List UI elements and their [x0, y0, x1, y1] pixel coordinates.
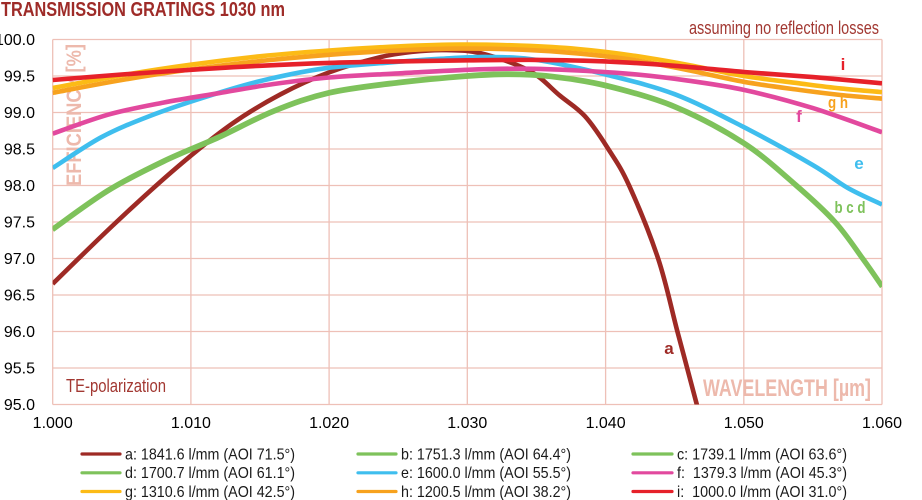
svg-text:TRANSMISSION GRATINGS 1030 nm: TRANSMISSION GRATINGS 1030 nm [1, 0, 285, 21]
svg-text:1.040: 1.040 [586, 415, 626, 432]
svg-text:TE-polarization: TE-polarization [66, 376, 166, 396]
svg-text:c: 1739.1 l/mm (AOI 63.6°): c: 1739.1 l/mm (AOI 63.6°) [677, 446, 847, 463]
svg-text:96.0: 96.0 [4, 324, 35, 341]
svg-text:b c d: b c d [835, 198, 866, 217]
svg-text:99.0: 99.0 [4, 105, 35, 122]
svg-text:95.0: 95.0 [4, 397, 35, 414]
svg-text:98.0: 98.0 [4, 178, 35, 195]
svg-text:1.020: 1.020 [309, 415, 349, 432]
svg-text:100.0: 100.0 [0, 32, 35, 49]
svg-text:d: 1700.7 l/mm (AOI 61.1°): d: 1700.7 l/mm (AOI 61.1°) [125, 465, 295, 482]
svg-text:EFFICIENCY [%]: EFFICIENCY [%] [63, 44, 86, 186]
svg-text:97.0: 97.0 [4, 251, 35, 268]
svg-text:1.030: 1.030 [447, 415, 487, 432]
svg-text:e: 1600.0 l/mm (AOI 55.5°): e: 1600.0 l/mm (AOI 55.5°) [401, 465, 571, 482]
svg-text:i: i [841, 55, 846, 74]
svg-text:1.000: 1.000 [33, 415, 73, 432]
svg-text:b: 1751.3 l/mm (AOI 64.4°): b: 1751.3 l/mm (AOI 64.4°) [401, 446, 571, 463]
svg-text:99.5: 99.5 [4, 69, 35, 86]
svg-text:g h: g h [828, 93, 848, 112]
svg-text:e: e [854, 154, 863, 173]
svg-text:96.5: 96.5 [4, 288, 35, 305]
svg-text:98.5: 98.5 [4, 142, 35, 159]
svg-text:assuming no reflection losses: assuming no reflection losses [689, 18, 879, 38]
svg-text:a: 1841.6 l/mm (AOI 71.5°): a: 1841.6 l/mm (AOI 71.5°) [125, 446, 295, 463]
svg-text:f: 1379.3 l/mm (AOI 45.3°): f: 1379.3 l/mm (AOI 45.3°) [677, 465, 847, 482]
svg-text:h: 1200.5 l/mm (AOI 38.2°): h: 1200.5 l/mm (AOI 38.2°) [401, 484, 571, 500]
svg-text:g: 1310.6 l/mm (AOI 42.5°): g: 1310.6 l/mm (AOI 42.5°) [125, 484, 295, 500]
svg-text:97.5: 97.5 [4, 215, 35, 232]
svg-text:f: f [796, 107, 802, 126]
svg-text:i: 1000.0 l/mm (AOI 31.0°): i: 1000.0 l/mm (AOI 31.0°) [677, 484, 847, 500]
svg-text:1.050: 1.050 [724, 415, 764, 432]
svg-text:1.060: 1.060 [862, 415, 902, 432]
svg-text:a: a [664, 339, 674, 358]
svg-text:1.010: 1.010 [171, 415, 211, 432]
svg-text:95.5: 95.5 [4, 361, 35, 378]
svg-text:WAVELENGTH [µm]: WAVELENGTH [µm] [703, 375, 871, 402]
